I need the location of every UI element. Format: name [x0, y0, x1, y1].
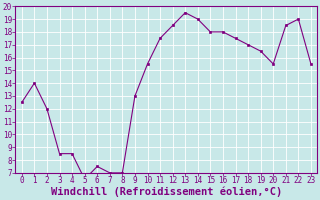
X-axis label: Windchill (Refroidissement éolien,°C): Windchill (Refroidissement éolien,°C): [51, 187, 282, 197]
